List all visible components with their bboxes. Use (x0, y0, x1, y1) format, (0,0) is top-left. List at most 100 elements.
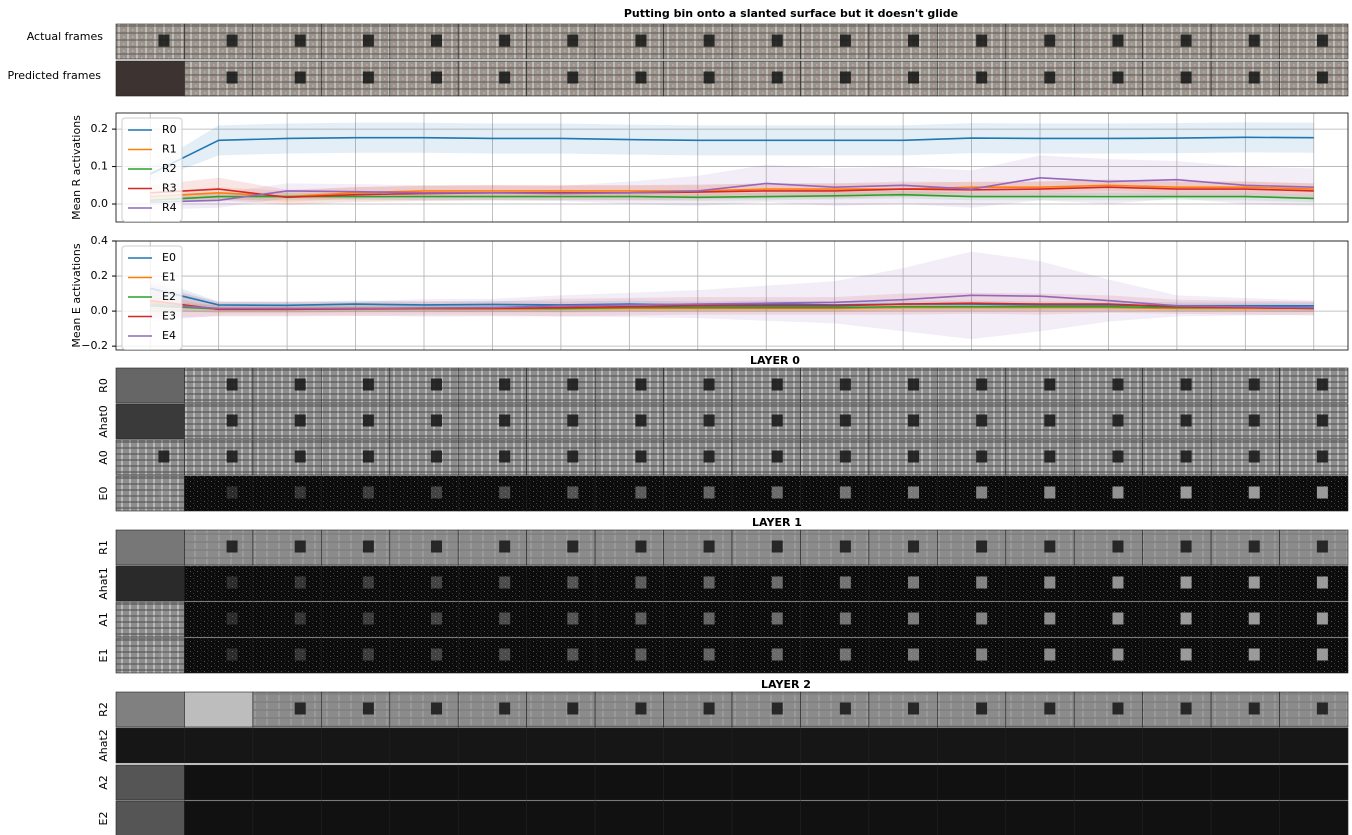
frame (1142, 601, 1212, 638)
frame (252, 637, 322, 674)
frame-object (839, 450, 851, 463)
frame-object (839, 71, 851, 84)
frame (663, 475, 733, 512)
frame (321, 529, 391, 566)
frame-object (1316, 648, 1328, 661)
frame-object (839, 486, 851, 499)
frame-object (362, 378, 374, 391)
frame (937, 601, 1007, 638)
frame (389, 601, 459, 638)
frame-object (703, 414, 715, 427)
frame (1073, 800, 1143, 835)
frame (1210, 529, 1280, 566)
frame-object (703, 450, 715, 463)
frame (1279, 403, 1349, 440)
frame-object (431, 576, 443, 589)
frame (1142, 60, 1212, 97)
frame (115, 727, 185, 764)
frame (594, 800, 664, 835)
frame-object (1180, 378, 1192, 391)
frame (252, 60, 322, 97)
frame (594, 23, 664, 60)
frame-object (1180, 612, 1192, 625)
frame-object (1044, 648, 1056, 661)
frame-object (1112, 414, 1124, 427)
frame (526, 475, 596, 512)
row-label: R1 (97, 540, 110, 555)
row-label: Ahat0 (97, 405, 110, 438)
frame-object (362, 34, 374, 47)
legend-label: E2 (162, 290, 176, 303)
frame (1279, 60, 1349, 97)
frame-object (1316, 34, 1328, 47)
frame-object (1112, 450, 1124, 463)
frame (800, 60, 870, 97)
frame (252, 23, 322, 60)
frame (252, 475, 322, 512)
frame (731, 800, 801, 835)
frame (868, 764, 938, 801)
row-label: Ahat2 (97, 729, 110, 762)
frame (1142, 529, 1212, 566)
frame (868, 475, 938, 512)
frame-object (976, 34, 988, 47)
frame-object (362, 414, 374, 427)
frame-object (431, 540, 443, 553)
frame-object (976, 648, 988, 661)
frame (1210, 23, 1280, 60)
frame-object (1248, 648, 1260, 661)
frame (457, 800, 527, 835)
frame-object (976, 378, 988, 391)
frame (457, 565, 527, 602)
y-tick-label: 0.1 (91, 160, 109, 173)
frame-object (908, 486, 920, 499)
frame-object (362, 648, 374, 661)
frame (321, 565, 391, 602)
frame (663, 601, 733, 638)
frame-object (703, 540, 715, 553)
frame (663, 403, 733, 440)
frame-object (1316, 540, 1328, 553)
frame (800, 691, 870, 728)
frame (1279, 800, 1349, 835)
frame (115, 800, 185, 835)
frame-object (567, 34, 579, 47)
frame (526, 529, 596, 566)
line-chart: −0.2 0.0 0.2 0.4 Mean E activations E0 E1 E2 E3 E… (70, 234, 1349, 352)
frame-object (635, 702, 647, 715)
frame-object (703, 71, 715, 84)
frame (1279, 23, 1349, 60)
frame (1005, 800, 1075, 835)
frame (115, 367, 185, 404)
frame (457, 367, 527, 404)
line (150, 176, 1314, 203)
frame (1142, 475, 1212, 512)
frame-object (1044, 612, 1056, 625)
frame (800, 727, 870, 764)
frame-object (1316, 378, 1328, 391)
frame (457, 637, 527, 674)
legend-label: R4 (162, 201, 177, 214)
legend-label: R1 (162, 143, 177, 156)
frame (937, 23, 1007, 60)
frame (594, 475, 664, 512)
frame (252, 727, 322, 764)
frame (663, 691, 733, 728)
frame-object (499, 450, 511, 463)
frame-object (703, 648, 715, 661)
frame (1005, 475, 1075, 512)
y-tick-label: 0.2 (91, 122, 109, 135)
frame (1142, 637, 1212, 674)
frame-object (226, 450, 238, 463)
legend-label: E0 (162, 251, 176, 264)
frame-object (362, 702, 374, 715)
frame-object (499, 378, 511, 391)
frame (115, 601, 185, 638)
frame (1073, 691, 1143, 728)
frame-object (1044, 71, 1056, 84)
frame-object (567, 414, 579, 427)
frame-object (431, 702, 443, 715)
frame (594, 565, 664, 602)
frame-object (226, 540, 238, 553)
row-label: E2 (97, 812, 110, 826)
